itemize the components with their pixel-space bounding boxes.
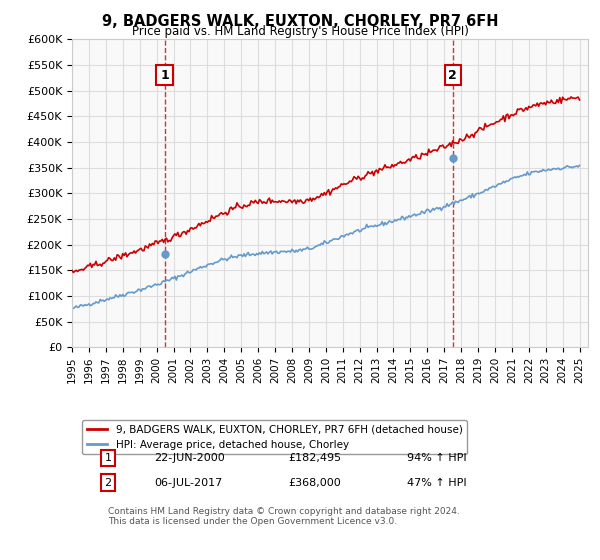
Text: 06-JUL-2017: 06-JUL-2017 bbox=[155, 478, 223, 488]
Text: Price paid vs. HM Land Registry's House Price Index (HPI): Price paid vs. HM Land Registry's House … bbox=[131, 25, 469, 38]
Text: 22-JUN-2000: 22-JUN-2000 bbox=[155, 453, 226, 463]
Legend: 9, BADGERS WALK, EUXTON, CHORLEY, PR7 6FH (detached house), HPI: Average price, : 9, BADGERS WALK, EUXTON, CHORLEY, PR7 6F… bbox=[82, 420, 467, 454]
Text: 1: 1 bbox=[160, 69, 169, 82]
Text: 94% ↑ HPI: 94% ↑ HPI bbox=[407, 453, 467, 463]
Text: 2: 2 bbox=[104, 478, 112, 488]
Text: 2: 2 bbox=[448, 69, 457, 82]
Text: £368,000: £368,000 bbox=[289, 478, 341, 488]
Text: 9, BADGERS WALK, EUXTON, CHORLEY, PR7 6FH: 9, BADGERS WALK, EUXTON, CHORLEY, PR7 6F… bbox=[102, 14, 498, 29]
Text: Contains HM Land Registry data © Crown copyright and database right 2024.
This d: Contains HM Land Registry data © Crown c… bbox=[108, 507, 460, 526]
Text: 1: 1 bbox=[104, 453, 112, 463]
Text: £182,495: £182,495 bbox=[289, 453, 342, 463]
Text: 47% ↑ HPI: 47% ↑ HPI bbox=[407, 478, 467, 488]
